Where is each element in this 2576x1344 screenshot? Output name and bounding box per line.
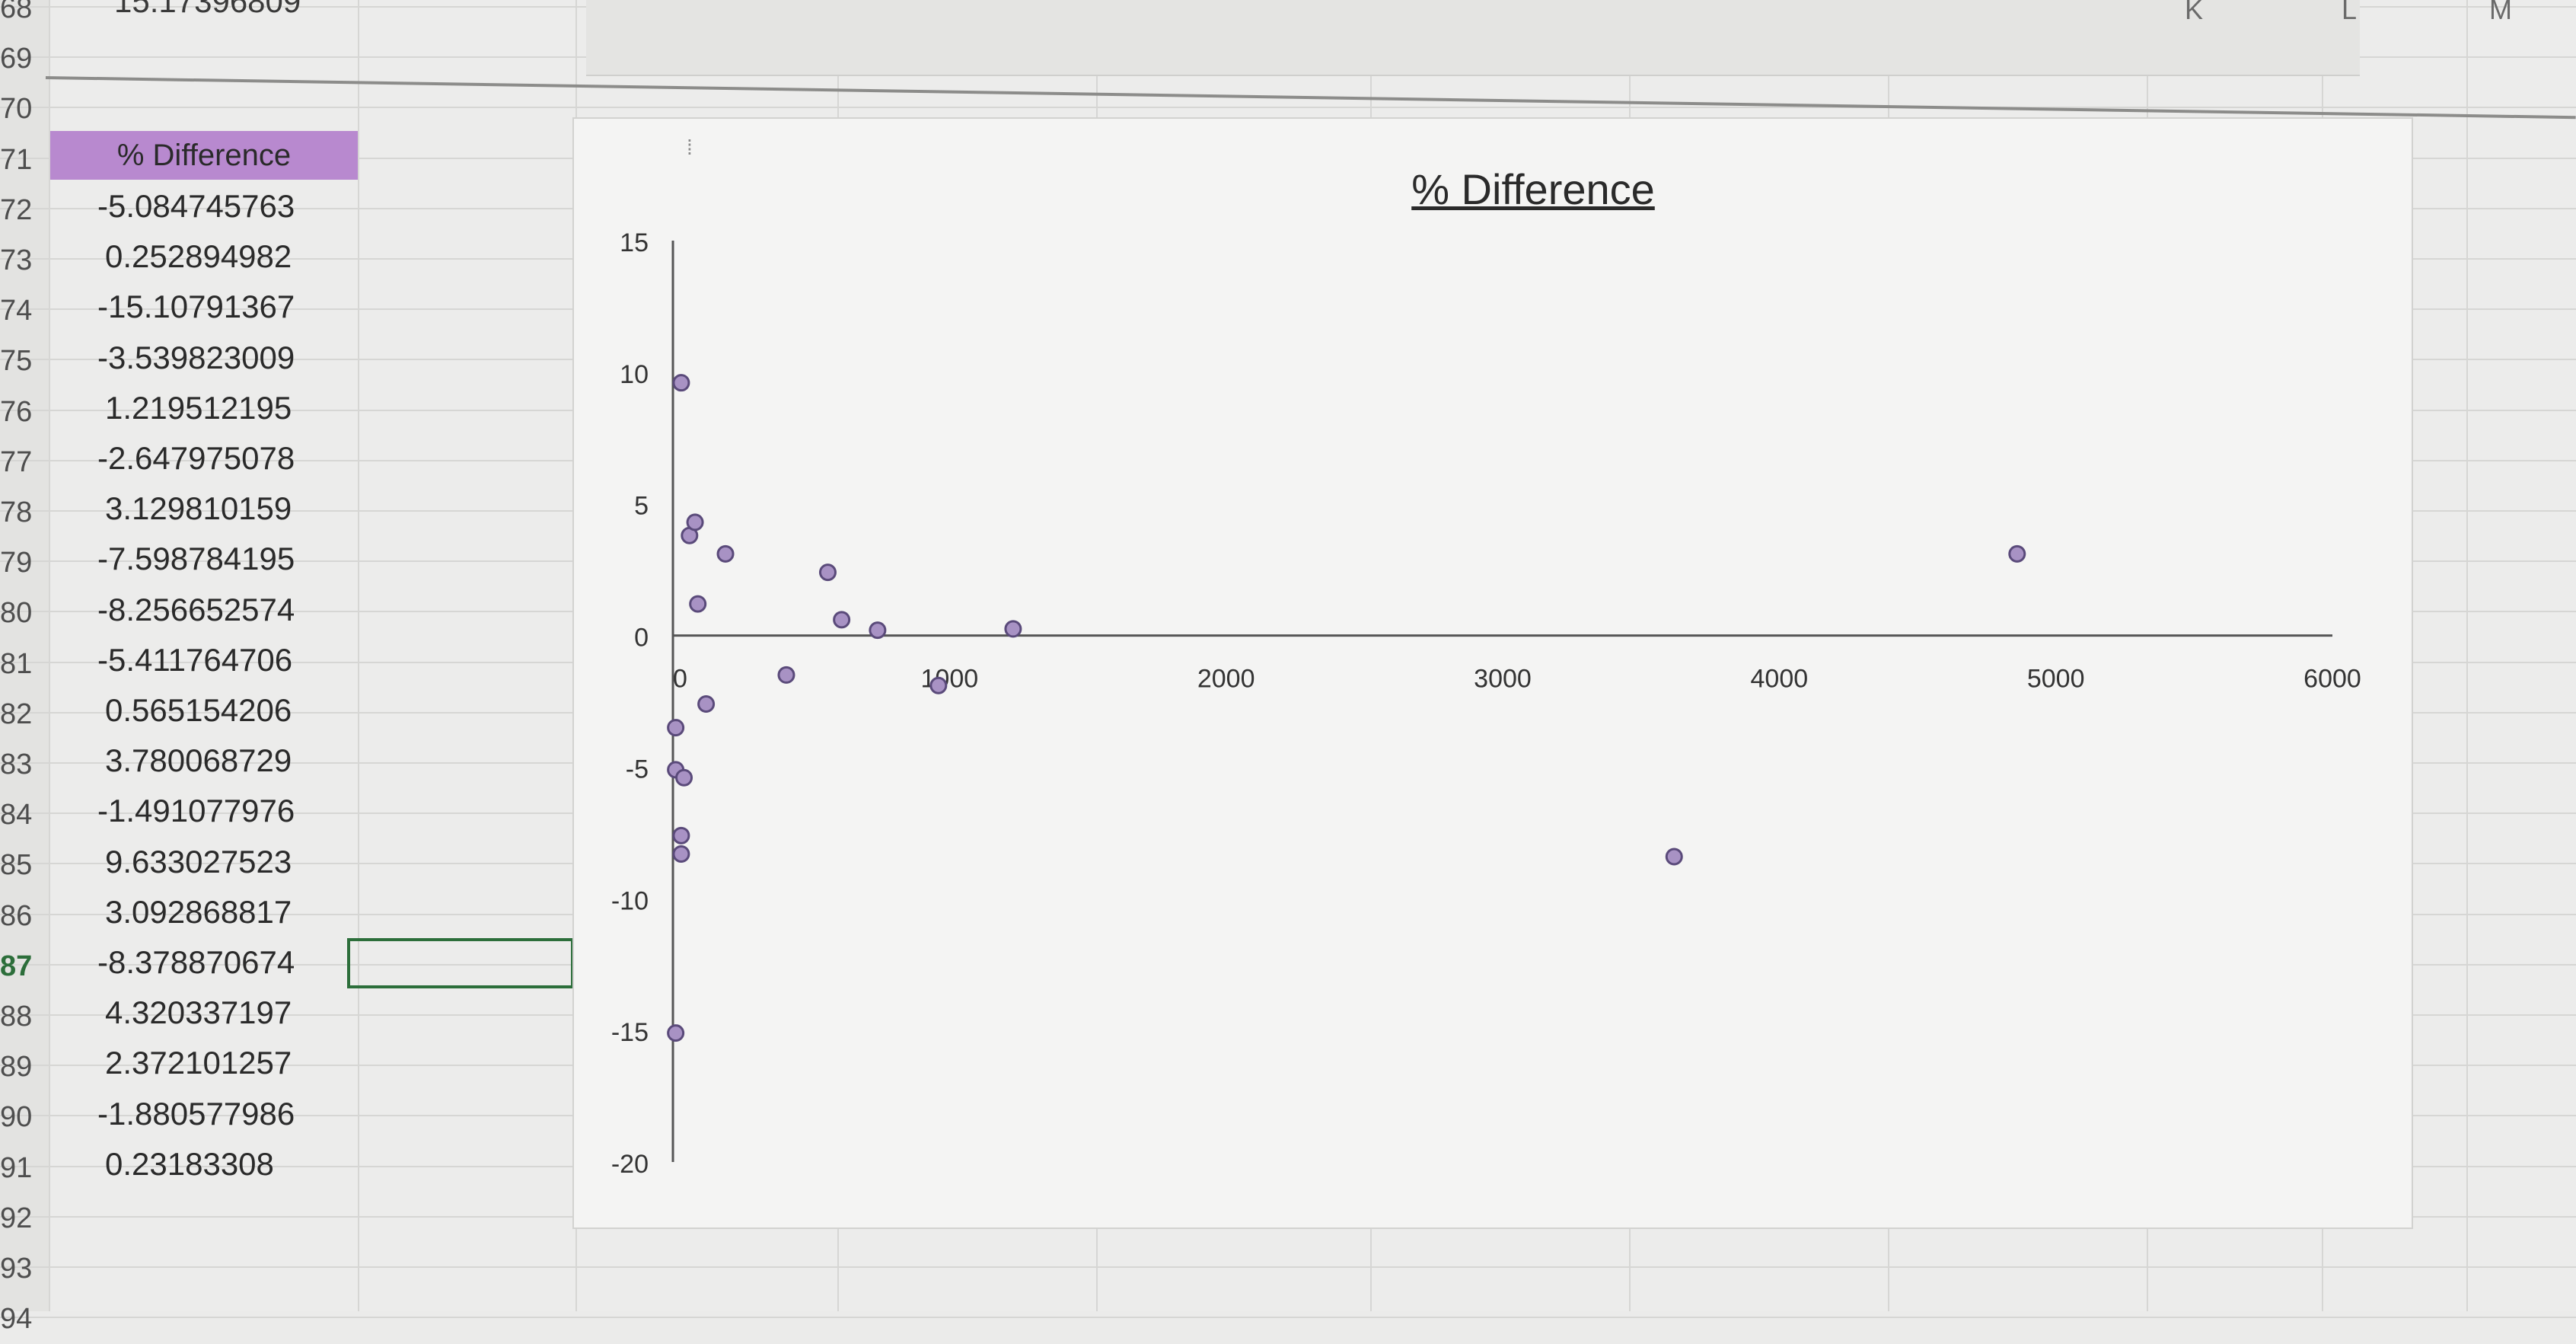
value-cell[interactable]: -15.10791367 — [97, 289, 295, 325]
row-number[interactable]: 81 — [0, 647, 33, 680]
row-number[interactable]: 79 — [0, 547, 33, 579]
chart-title: % Difference — [1411, 165, 1655, 213]
data-point — [777, 666, 795, 684]
data-point — [672, 826, 690, 844]
row-number[interactable]: 85 — [0, 849, 33, 882]
value-cell[interactable]: 0.252894982 — [105, 238, 292, 275]
value-cell[interactable]: -5.084745763 — [97, 188, 295, 224]
row-number[interactable]: 68 — [0, 0, 33, 24]
value-cell[interactable]: 9.633027523 — [105, 843, 292, 880]
value-cell[interactable]: -3.539823009 — [97, 339, 295, 375]
value-cell[interactable]: 1.219512195 — [105, 389, 292, 426]
row-number[interactable]: 71 — [0, 143, 33, 176]
row-number[interactable]: 72 — [0, 193, 33, 226]
y-tick-label: 15 — [620, 228, 649, 257]
row-number[interactable]: 75 — [0, 345, 33, 378]
data-point — [675, 768, 693, 787]
row-number[interactable]: 90 — [0, 1101, 33, 1134]
data-point — [667, 719, 685, 737]
data-point — [2008, 544, 2026, 563]
row-number[interactable]: 82 — [0, 698, 33, 730]
row-number[interactable]: 78 — [0, 496, 33, 528]
data-point — [818, 563, 837, 582]
row-number[interactable]: 83 — [0, 749, 33, 781]
row-number[interactable]: 92 — [0, 1202, 33, 1234]
value-cell[interactable]: 2.372101257 — [105, 1045, 292, 1081]
data-point — [929, 676, 948, 694]
row-number[interactable]: 77 — [0, 445, 33, 478]
value-cell[interactable]: 0.565154206 — [105, 692, 292, 728]
row-number[interactable]: 87 — [0, 950, 33, 982]
row-number[interactable]: 88 — [0, 1001, 33, 1033]
row-number[interactable]: 73 — [0, 244, 33, 276]
y-tick-label: 0 — [634, 624, 649, 653]
column-gridline — [2466, 0, 2468, 1311]
data-point — [672, 374, 690, 392]
value-cell[interactable]: -8.378870674 — [97, 944, 295, 980]
data-point — [1665, 848, 1683, 866]
column-header-percent-difference[interactable]: % Difference — [50, 131, 358, 180]
row-number[interactable]: 74 — [0, 295, 33, 327]
row-number[interactable]: 89 — [0, 1051, 33, 1084]
value-cell[interactable]: -5.411764706 — [97, 641, 293, 678]
row-gridline — [0, 1266, 2576, 1268]
row-number[interactable]: 86 — [0, 899, 33, 932]
x-tick-label: 2000 — [1197, 665, 1255, 694]
chart-handle-icon[interactable]: ⁞ — [687, 136, 693, 159]
x-tick-label: 1000 — [921, 665, 979, 694]
y-tick-label: -20 — [611, 1150, 649, 1179]
data-point — [716, 544, 735, 563]
frozen-top-area — [586, 0, 2360, 76]
data-point — [667, 1024, 685, 1042]
row-number[interactable]: 91 — [0, 1151, 33, 1184]
x-tick-label: 4000 — [1751, 665, 1809, 694]
x-tick-label: 0 — [673, 665, 687, 694]
data-point — [1004, 620, 1022, 638]
row-number[interactable]: 80 — [0, 597, 33, 630]
value-cell[interactable]: -1.491077976 — [97, 793, 295, 829]
value-cell[interactable]: -7.598784195 — [97, 541, 295, 577]
column-letter-k[interactable]: K — [2185, 0, 2204, 25]
freeze-divider — [45, 76, 2576, 120]
x-tick-label: 5000 — [2027, 665, 2085, 694]
row-number[interactable]: 69 — [0, 43, 33, 75]
cell-top-value[interactable]: 15.17396809 — [114, 0, 301, 19]
data-point — [869, 621, 887, 640]
y-tick-label: -10 — [611, 886, 649, 915]
row-gridline — [0, 1317, 2576, 1319]
y-tick-label: 5 — [634, 492, 649, 521]
x-tick-label: 3000 — [1474, 665, 1532, 694]
data-point — [689, 595, 707, 613]
value-cell[interactable]: 3.129810159 — [105, 490, 292, 527]
row-number[interactable]: 76 — [0, 395, 33, 428]
value-cell[interactable]: -1.880577986 — [97, 1095, 295, 1132]
row-gridline — [0, 107, 2576, 109]
value-cell[interactable]: 3.092868817 — [105, 893, 292, 930]
x-tick-label: 6000 — [2303, 665, 2361, 694]
y-tick-label: 10 — [620, 360, 649, 389]
value-cell[interactable]: 4.320337197 — [105, 994, 292, 1031]
column-letter-l[interactable]: L — [2342, 0, 2358, 25]
value-cell[interactable]: -8.256652574 — [97, 591, 295, 627]
scatter-chart[interactable]: ⁞ % Difference 15 10 5 0 -5 -10 -15 -20 0 1000 200… — [572, 117, 2413, 1229]
column-letter-m[interactable]: M — [2489, 0, 2512, 25]
value-cell[interactable]: 3.780068729 — [105, 742, 292, 779]
column-gridline — [49, 0, 50, 1311]
value-cell[interactable]: 0.23183308 — [105, 1145, 274, 1182]
row-number[interactable]: 94 — [0, 1303, 33, 1336]
data-point — [686, 513, 704, 532]
column-gridline — [358, 0, 359, 1311]
y-tick-label: -15 — [611, 1018, 649, 1047]
data-point — [672, 845, 690, 864]
row-number[interactable]: 93 — [0, 1253, 33, 1285]
data-point — [833, 611, 851, 629]
data-point — [697, 694, 716, 713]
row-number[interactable]: 70 — [0, 93, 33, 126]
row-number[interactable]: 84 — [0, 799, 33, 832]
y-tick-label: -5 — [626, 755, 649, 784]
chart-plot-area: 15 10 5 0 -5 -10 -15 -20 0 1000 2000 3000 4000 5000 60… — [611, 228, 2361, 1179]
selected-cell[interactable] — [347, 938, 574, 988]
value-cell[interactable]: -2.647975078 — [97, 440, 295, 476]
